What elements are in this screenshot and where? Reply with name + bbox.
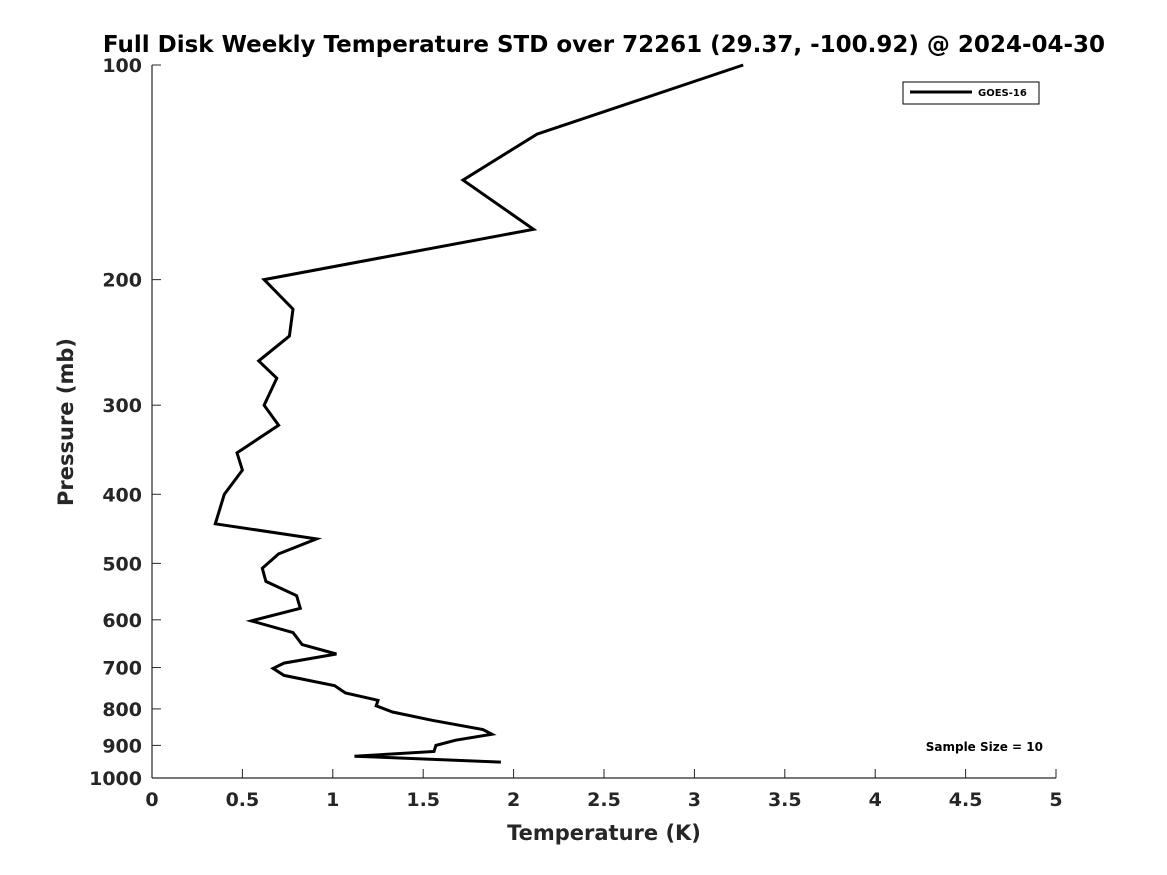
y-axis-label: Pressure (mb) <box>54 338 78 506</box>
series-line-goes-16 <box>213 63 744 764</box>
y-tick-label: 500 <box>102 553 142 575</box>
x-tick-label: 3.5 <box>768 789 802 811</box>
x-tick-label: 4.5 <box>949 789 983 811</box>
y-tick-label: 700 <box>102 658 142 680</box>
y-tick-label: 200 <box>102 270 142 292</box>
x-tick-label: 4 <box>869 789 882 811</box>
legend: GOES-16 <box>902 81 1040 105</box>
x-tick-label: 2 <box>507 789 520 811</box>
y-tick-label: 600 <box>102 610 142 632</box>
x-tick-label: 1 <box>326 789 339 811</box>
sample-size-annotation: Sample Size = 10 <box>926 740 1043 754</box>
x-axis-label: Temperature (K) <box>507 821 701 845</box>
series-layer <box>213 63 744 764</box>
x-tick-label: 0.5 <box>226 789 260 811</box>
x-axis: 0 0.5 1 1.5 2 2.5 3 3.5 4 4.5 5 <box>145 769 1063 811</box>
y-tick-label: 100 <box>102 55 142 77</box>
x-tick-label: 2.5 <box>587 789 621 811</box>
x-tick-label: 0 <box>145 789 158 811</box>
x-tick-label: 1.5 <box>406 789 440 811</box>
y-tick-label: 400 <box>102 484 142 506</box>
legend-label: GOES-16 <box>978 88 1027 99</box>
y-tick-label: 900 <box>102 735 142 757</box>
y-tick-label: 300 <box>102 395 142 417</box>
x-tick-label: 3 <box>688 789 701 811</box>
y-axis: 100 200 300 400 500 600 700 800 900 1000 <box>89 55 161 790</box>
y-tick-label: 1000 <box>89 768 142 790</box>
chart-title: Full Disk Weekly Temperature STD over 72… <box>103 32 1105 58</box>
y-tick-label: 800 <box>102 699 142 721</box>
x-tick-label: 5 <box>1049 789 1062 811</box>
